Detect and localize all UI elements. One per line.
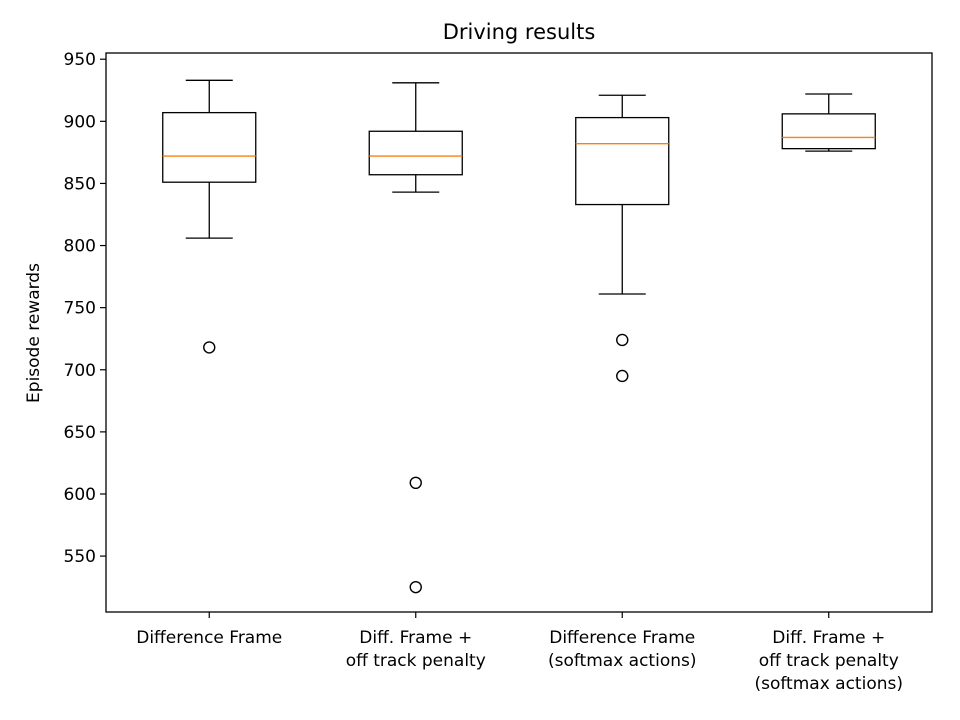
x-tick-label: Diff. Frame + off track penalty xyxy=(346,628,486,671)
y-tick-label: 700 xyxy=(64,361,96,381)
outlier-point xyxy=(616,369,629,383)
y-tick-label: 900 xyxy=(64,112,96,132)
plot-frame xyxy=(105,52,933,613)
y-tick-label: 800 xyxy=(64,237,96,257)
y-tick-label: 750 xyxy=(64,299,96,319)
x-tick-label: Difference Frame xyxy=(136,628,282,648)
outlier-point xyxy=(409,476,422,490)
y-tick-label: 950 xyxy=(64,50,96,70)
y-axis-label: Episode rewards xyxy=(24,263,44,403)
box-group xyxy=(162,79,257,354)
x-tick-label: Diff. Frame + off track penalty (softmax a… xyxy=(754,628,903,694)
outlier-point xyxy=(616,333,629,347)
box-iqr xyxy=(368,130,463,176)
y-tick-label: 850 xyxy=(64,174,96,194)
box-iqr xyxy=(781,113,876,150)
y-tick-label: 550 xyxy=(64,547,96,567)
outlier-point xyxy=(203,341,216,354)
box-group xyxy=(781,93,876,152)
box-group xyxy=(368,82,463,594)
box-iqr xyxy=(575,116,670,206)
box-group xyxy=(575,94,670,383)
y-tick-label: 600 xyxy=(64,485,96,505)
plot-area: 550 600 650 700 750 800 850 900 950 Difference Fr… xyxy=(64,50,903,694)
chart-title: Driving results xyxy=(443,20,596,44)
y-tick-label: 650 xyxy=(64,423,96,443)
outlier-point xyxy=(409,580,422,594)
box-iqr xyxy=(162,111,257,183)
x-tick-label: Difference Frame (softmax actions) xyxy=(548,628,697,671)
